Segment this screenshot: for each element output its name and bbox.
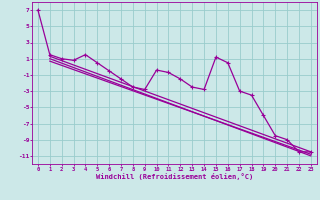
X-axis label: Windchill (Refroidissement éolien,°C): Windchill (Refroidissement éolien,°C) [96,173,253,180]
